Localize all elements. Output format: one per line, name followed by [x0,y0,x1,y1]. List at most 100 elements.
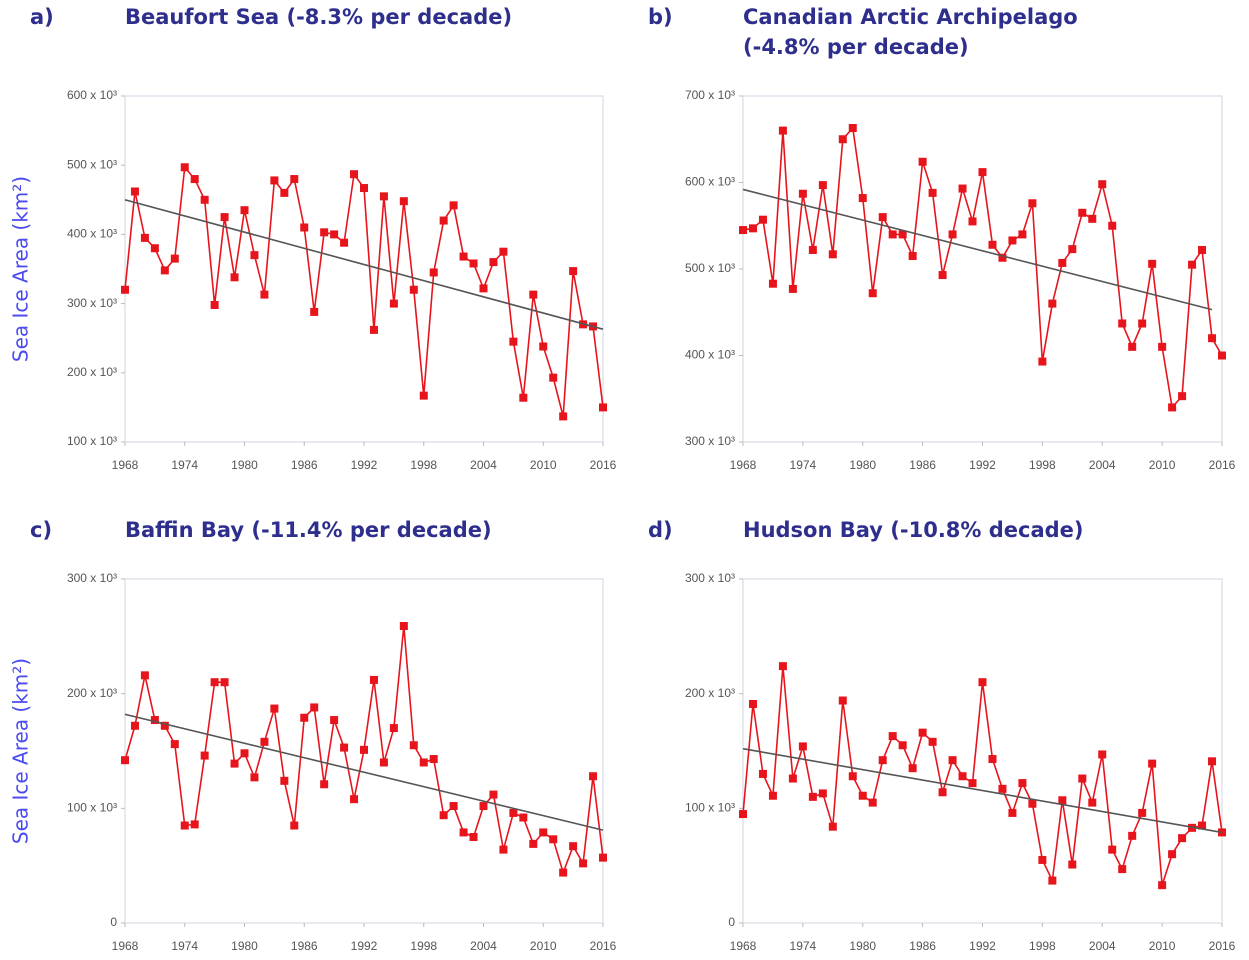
data-point [549,835,558,844]
data-point [778,126,787,135]
data-point [998,253,1007,262]
y-tick-label: 500 x 10³ [685,261,735,275]
data-point [160,266,169,275]
chart-title: (-4.8% per decade) [743,35,969,59]
data-point [1138,319,1147,328]
data-point [350,170,359,179]
x-tick-label: 2004 [1089,458,1116,472]
data-point [1198,245,1207,254]
data-point [958,772,967,781]
data-point [878,213,887,222]
data-point [250,251,259,260]
data-point [419,758,428,767]
data-point [878,756,887,765]
data-point [449,201,458,210]
data-point [190,175,199,184]
data-point [549,373,558,382]
data-point [350,795,359,804]
data-point [1048,876,1057,885]
y-tick-label: 300 x 10³ [685,571,735,585]
data-point [489,258,498,267]
chart-title: Baffin Bay (-11.4% per decade) [125,518,492,542]
data-point [1098,750,1107,759]
x-tick-label: 1998 [410,939,437,953]
x-tick-label: 2010 [1149,458,1176,472]
data-point [798,189,807,198]
data-point [1048,299,1057,308]
data-point [210,300,219,309]
data-point [938,271,947,280]
data-point [1058,258,1067,267]
data-point [489,790,498,799]
data-point [160,721,169,730]
plot-frame [742,578,1223,924]
x-tick-label: 1980 [231,458,258,472]
data-point [121,756,129,765]
data-point [968,217,977,226]
x-tick-label: 2016 [1209,458,1236,472]
data-point [270,176,279,185]
data-point [1158,342,1167,351]
data-point [798,742,807,751]
data-point [300,223,309,232]
data-point [130,721,139,730]
y-tick-label: 600 x 10³ [67,88,117,102]
data-point [379,192,388,201]
x-tick-label: 1992 [351,939,378,953]
y-tick-label: 200 x 10³ [67,686,117,700]
trend-line [742,747,1223,834]
data-point [978,168,987,177]
y-tick-label: 300 x 10³ [685,434,735,448]
data-point [1038,357,1047,366]
plot-frame [742,95,1223,443]
chart-title: Hudson Bay (-10.8% decade) [743,518,1084,542]
data-point [599,853,607,862]
y-tick-label: 600 x 10³ [685,175,735,189]
data-point [938,788,947,797]
x-tick-label: 2016 [590,458,617,472]
data-point [280,188,289,197]
data-point [479,802,488,811]
data-point [529,290,538,299]
data-point [170,254,179,263]
x-tick-label: 1992 [351,458,378,472]
data-point [1078,208,1087,217]
data-point [848,772,857,781]
data-point [539,342,548,351]
y-tick-label: 300 x 10³ [67,571,117,585]
data-point [1068,860,1077,869]
data-point [330,716,339,725]
trend-line [124,713,604,831]
data-line [742,666,1223,886]
data-point [509,337,518,346]
x-tick-label: 1980 [849,458,876,472]
data-point [200,195,209,204]
panel-label: c) [30,518,52,542]
data-point [1178,392,1187,401]
x-tick-label: 1974 [171,939,198,953]
data-point [1058,796,1067,805]
data-point [1078,774,1087,783]
y-tick-label: 0 [728,915,735,929]
x-tick-label: 2004 [470,458,497,472]
data-point [320,780,329,789]
data-point [858,194,867,203]
data-point [290,821,299,830]
data-point [529,839,538,848]
x-tick-label: 1992 [969,939,996,953]
data-point [1068,245,1077,254]
data-point [1178,834,1187,843]
x-tick-label: 2010 [530,939,557,953]
data-point [908,764,917,773]
data-point [838,135,847,144]
data-point [948,756,957,765]
data-point [758,215,767,224]
x-tick-label: 1968 [730,458,757,472]
data-point [429,268,438,277]
data-point [808,792,817,801]
data-point [439,811,448,820]
data-point [310,307,319,316]
x-tick-label: 1998 [1029,939,1056,953]
data-point [958,184,967,193]
